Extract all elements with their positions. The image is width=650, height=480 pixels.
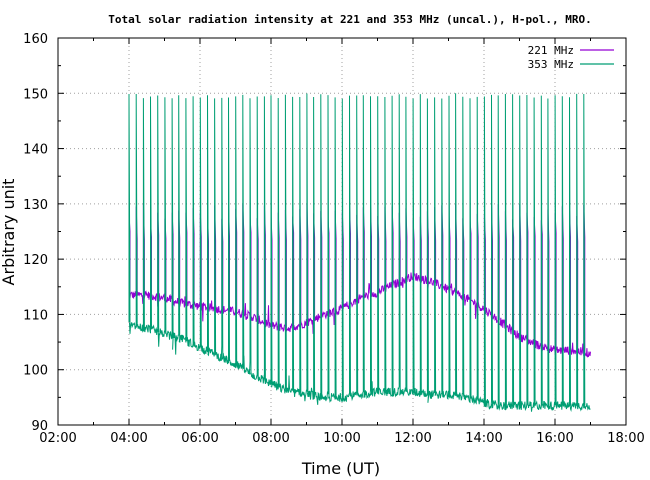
y-axis-label: Arbitrary unit <box>0 179 18 286</box>
x-tick-label: 16:00 <box>536 431 573 446</box>
y-tick-label: 110 <box>23 308 48 323</box>
legend-label: 221 MHz <box>528 44 574 57</box>
chart-title: Total solar radiation intensity at 221 a… <box>108 13 591 26</box>
series-group <box>128 93 591 412</box>
y-tick-label: 130 <box>23 198 48 213</box>
x-tick-label: 06:00 <box>181 431 218 446</box>
legend-label: 353 MHz <box>528 58 574 71</box>
y-tick-label: 100 <box>23 364 48 379</box>
ticks: 02:00 04:00 06:00 08:00 10:00 12:00 14:00 16:00… <box>23 32 645 446</box>
y-tick-label: 140 <box>23 143 48 158</box>
x-tick-label: 08:00 <box>252 431 289 446</box>
series-line-221-mhz <box>128 203 591 358</box>
y-tick-label: 90 <box>31 419 48 434</box>
y-tick-label: 160 <box>23 32 48 47</box>
series-line-353-mhz <box>128 93 591 412</box>
y-tick-label: 120 <box>23 253 48 268</box>
x-axis-label: Time (UT) <box>301 459 380 478</box>
x-tick-label: 14:00 <box>465 431 502 446</box>
x-tick-label: 12:00 <box>394 431 431 446</box>
x-tick-label: 18:00 <box>607 431 644 446</box>
x-tick-label: 04:00 <box>110 431 147 446</box>
y-tick-label: 150 <box>23 87 48 102</box>
x-tick-label: 02:00 <box>39 431 76 446</box>
x-tick-label: 10:00 <box>323 431 360 446</box>
